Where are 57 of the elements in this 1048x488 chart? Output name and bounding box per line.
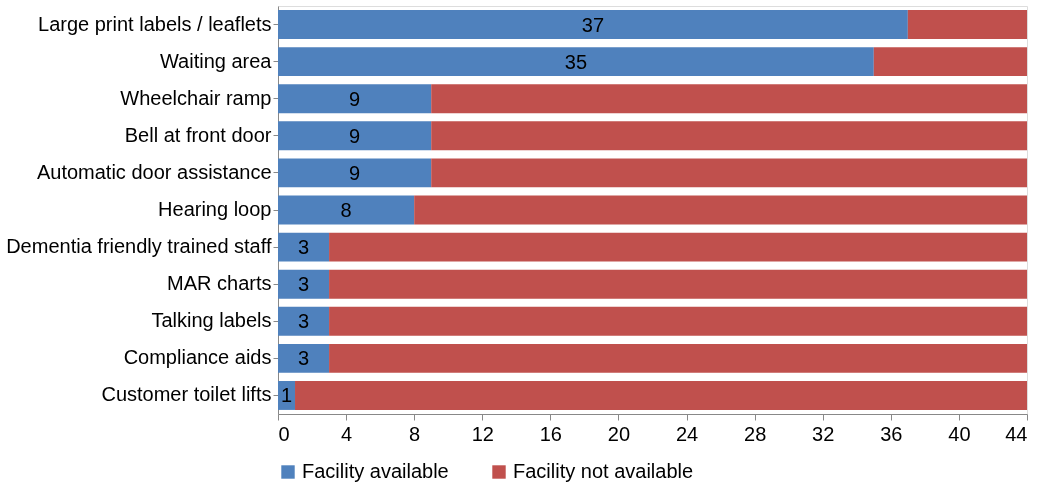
bar xyxy=(431,121,1027,151)
data-label: 35 xyxy=(564,50,588,73)
data-label: 3 xyxy=(297,236,310,259)
legend-label: Facility available xyxy=(302,460,449,482)
data-label: 9 xyxy=(349,161,361,184)
bar xyxy=(329,269,1027,299)
x-tick-label: 44 xyxy=(1005,422,1028,445)
x-tick-label: 8 xyxy=(409,422,421,445)
bar xyxy=(278,343,330,373)
x-tick-label: 24 xyxy=(675,422,699,445)
x-tick-label: 36 xyxy=(880,422,903,445)
bar xyxy=(431,84,1027,114)
y-tick-label: Bell at front door xyxy=(124,123,272,146)
bar xyxy=(329,306,1027,336)
bar xyxy=(414,195,1027,225)
x-tick-label: 32 xyxy=(812,422,835,445)
y-tick-label: Automatic door assistance xyxy=(36,160,272,183)
bar xyxy=(278,158,432,188)
data-label: 8 xyxy=(340,199,352,221)
bar xyxy=(329,232,1027,262)
data-label: 1 xyxy=(280,384,293,407)
y-tick-label: Dementia friendly trained staff xyxy=(6,235,272,258)
data-label: 3 xyxy=(297,347,310,370)
y-tick-label: Wheelchair ramp xyxy=(120,86,272,109)
x-tick-label: 20 xyxy=(607,422,631,445)
y-tick-label: Talking labels xyxy=(151,309,272,332)
data-label: 9 xyxy=(349,87,361,110)
bar xyxy=(278,10,908,40)
bar xyxy=(295,380,1027,410)
y-tick-label: Hearing loop xyxy=(158,198,272,220)
bar xyxy=(278,306,330,336)
bar xyxy=(329,343,1027,373)
bar xyxy=(278,232,330,262)
x-tick-label: 0 xyxy=(278,422,290,445)
bar xyxy=(907,10,1027,40)
data-label: 37 xyxy=(581,13,605,36)
legend-label: Facility not available xyxy=(513,460,694,482)
x-tick-label: 16 xyxy=(539,422,562,445)
bar xyxy=(278,84,432,114)
x-tick-label: 40 xyxy=(948,422,971,445)
x-tick-label: 12 xyxy=(471,422,494,445)
x-tick-label: 28 xyxy=(744,422,767,445)
data-label: 3 xyxy=(297,273,310,296)
bar xyxy=(278,47,874,77)
y-tick-label: MAR charts xyxy=(167,272,272,295)
y-tick-label: Compliance aids xyxy=(123,346,272,369)
bar xyxy=(278,195,415,225)
bar xyxy=(278,269,330,299)
bar xyxy=(873,47,1027,77)
y-tick-label: Waiting area xyxy=(159,49,273,72)
bar xyxy=(278,121,432,151)
data-label: 9 xyxy=(349,124,361,147)
x-tick-label: 4 xyxy=(341,422,353,445)
y-tick-label: Large print labels / leaflets xyxy=(38,12,272,35)
data-label: 3 xyxy=(297,310,310,333)
bar xyxy=(431,158,1027,188)
y-tick-label: Customer toilet lifts xyxy=(101,383,272,406)
